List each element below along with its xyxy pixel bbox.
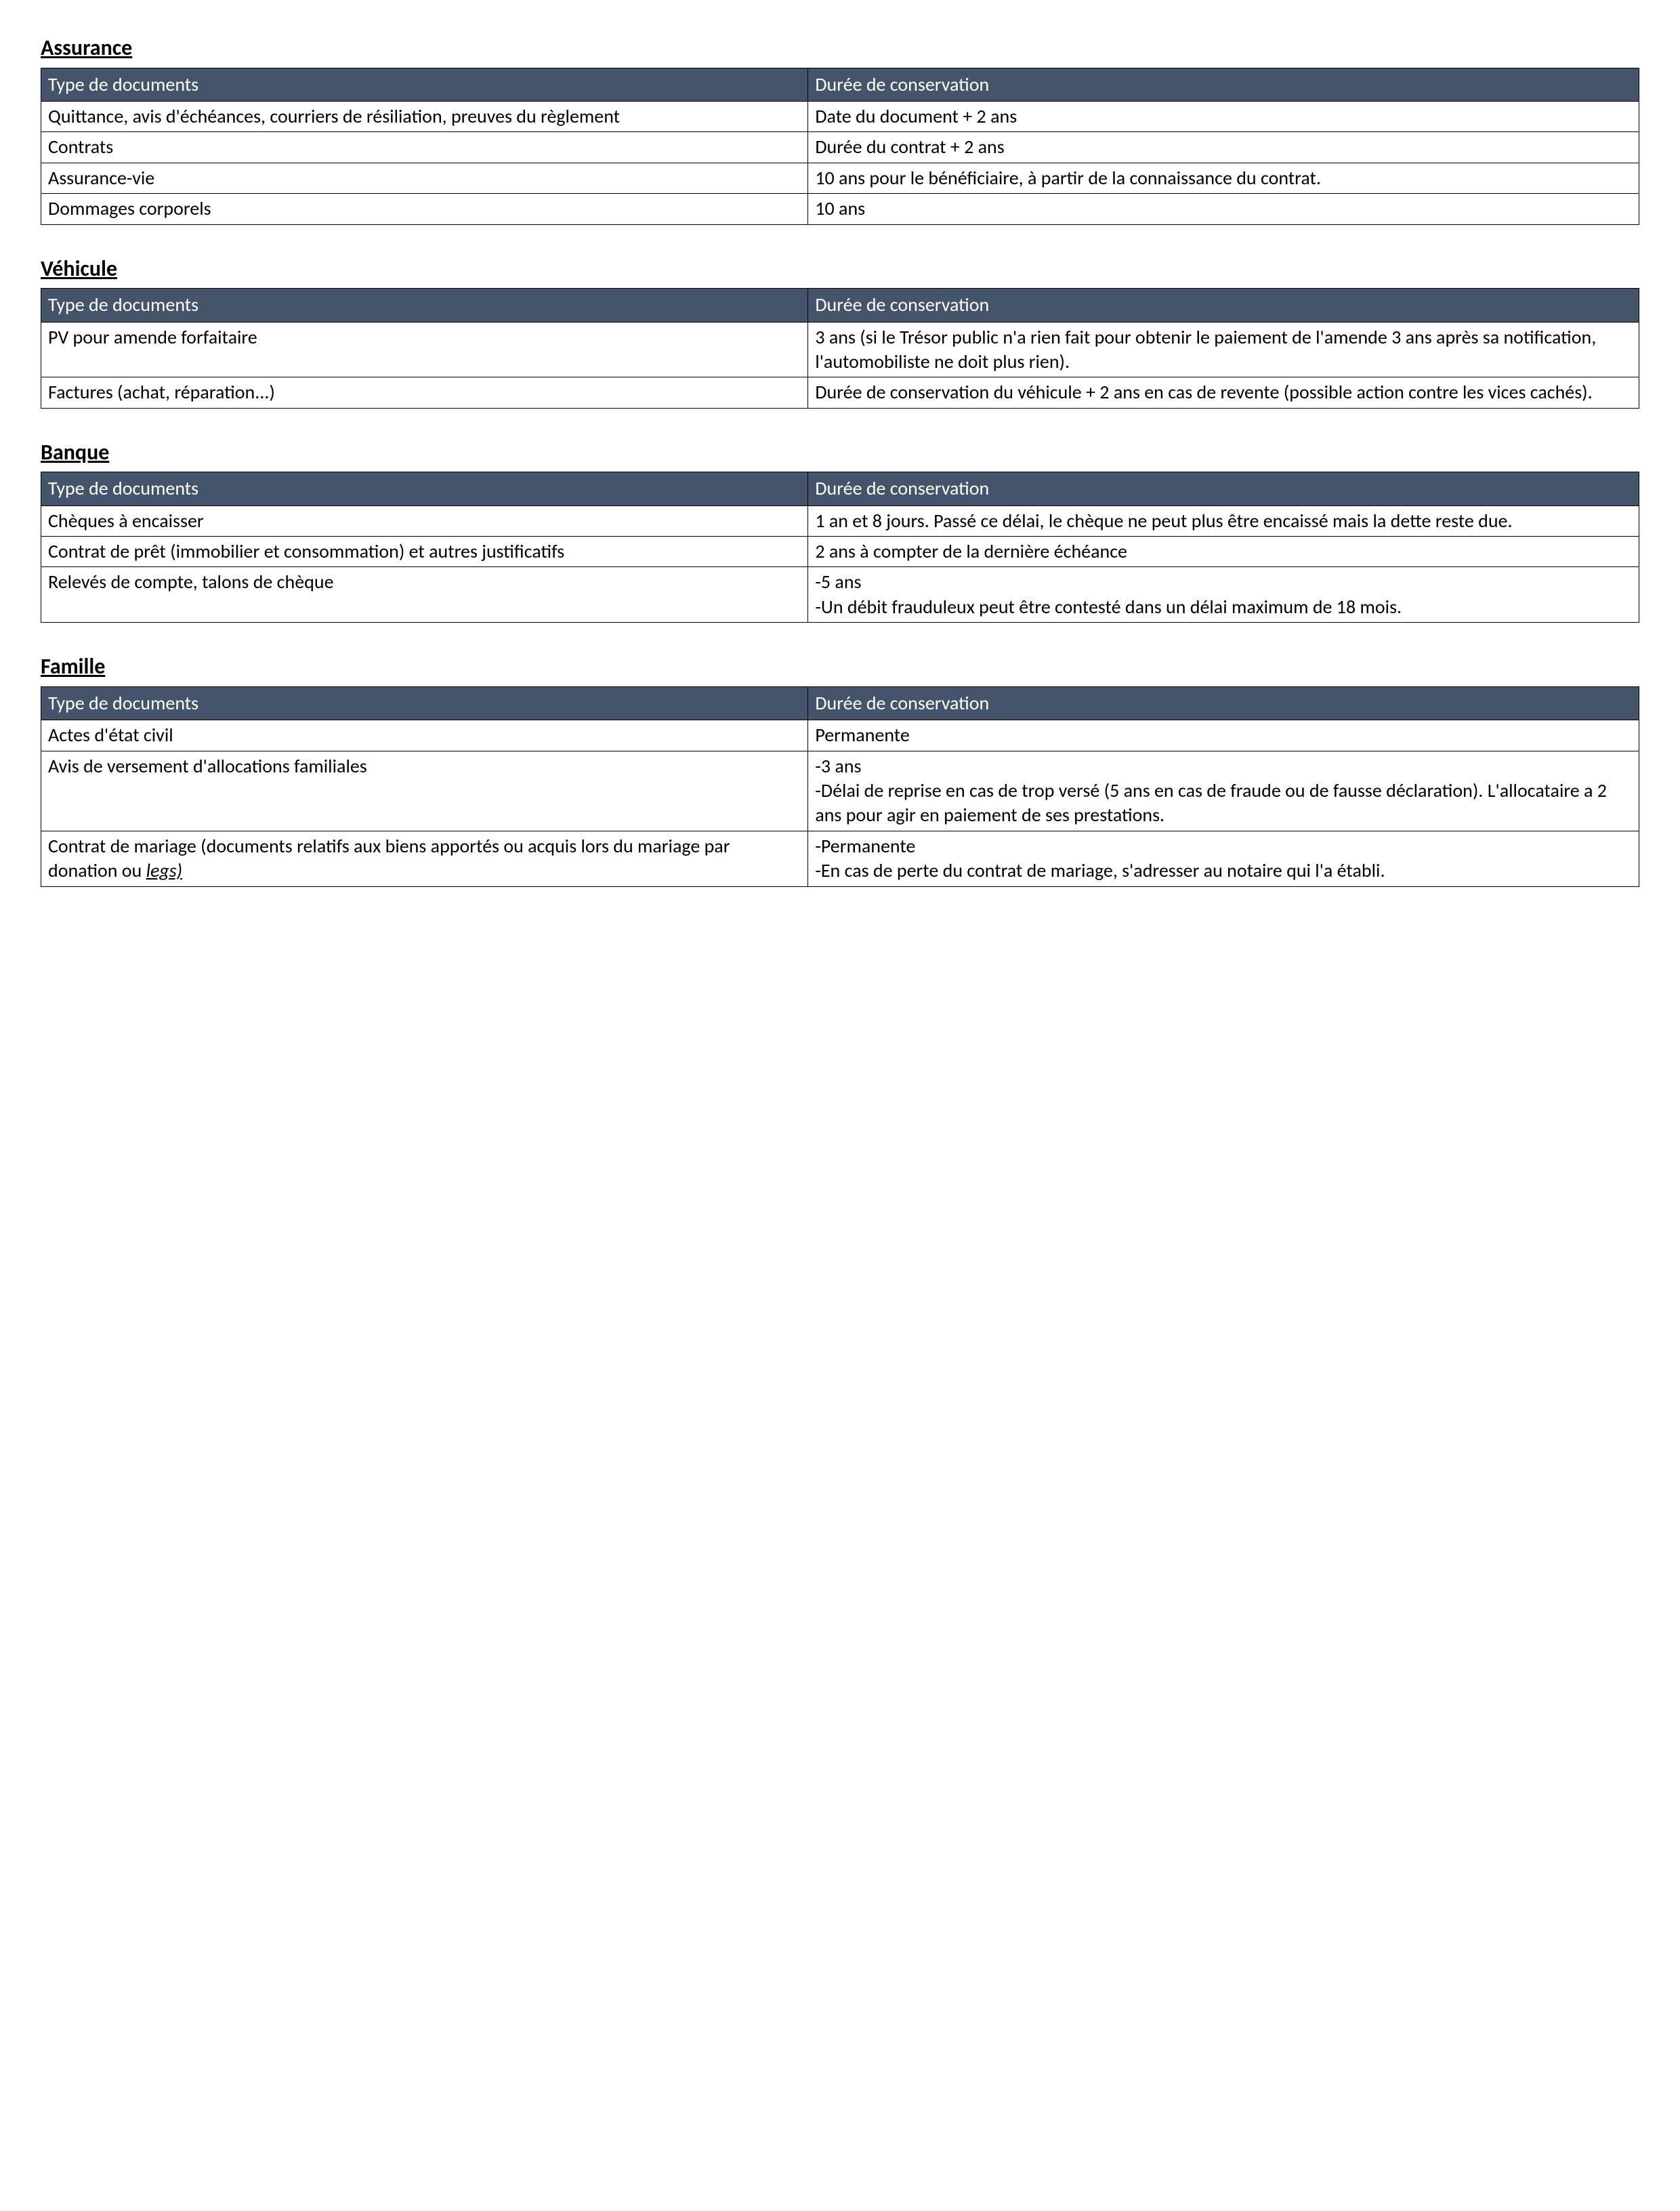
cell-duration: 1 an et 8 jours. Passé ce délai, le chèq… bbox=[808, 505, 1639, 536]
cell-type: Relevés de compte, talons de chèque bbox=[41, 567, 808, 623]
cell-duration: Permanente bbox=[808, 720, 1639, 751]
retention-table: Type de documentsDurée de conservationCh… bbox=[41, 472, 1639, 623]
cell-duration: 3 ans (si le Trésor public n'a rien fait… bbox=[808, 322, 1639, 377]
retention-table: Type de documentsDurée de conservationQu… bbox=[41, 68, 1639, 225]
table-row: PV pour amende forfaitaire3 ans (si le T… bbox=[41, 322, 1639, 377]
table-row: Quittance, avis d'échéances, courriers d… bbox=[41, 101, 1639, 131]
section-title: Assurance bbox=[41, 34, 1639, 62]
section: VéhiculeType de documentsDurée de conser… bbox=[41, 255, 1639, 409]
retention-table: Type de documentsDurée de conservationAc… bbox=[41, 686, 1639, 887]
column-header-type: Type de documents bbox=[41, 472, 808, 505]
cell-type: PV pour amende forfaitaire bbox=[41, 322, 808, 377]
cell-type: Contrats bbox=[41, 132, 808, 163]
column-header-duration: Durée de conservation bbox=[808, 289, 1639, 322]
cell-duration: Durée de conservation du véhicule + 2 an… bbox=[808, 377, 1639, 408]
table-row: ContratsDurée du contrat + 2 ans bbox=[41, 132, 1639, 163]
section-title: Banque bbox=[41, 438, 1639, 467]
cell-duration: 10 ans pour le bénéficiaire, à partir de… bbox=[808, 163, 1639, 193]
section-title: Famille bbox=[41, 653, 1639, 681]
section: Famille Type de documentsDurée de conserv… bbox=[41, 653, 1639, 886]
column-header-type: Type de documents bbox=[41, 68, 808, 101]
cell-type: Factures (achat, réparation...) bbox=[41, 377, 808, 408]
cell-type: Chèques à encaisser bbox=[41, 505, 808, 536]
table-row: Actes d'état civilPermanente bbox=[41, 720, 1639, 751]
column-header-type: Type de documents bbox=[41, 686, 808, 720]
column-header-duration: Durée de conservation bbox=[808, 472, 1639, 505]
document-root: AssuranceType de documentsDurée de conse… bbox=[41, 34, 1639, 887]
section: Banque Type de documentsDurée de conserva… bbox=[41, 438, 1639, 623]
cell-duration: Date du document + 2 ans bbox=[808, 101, 1639, 131]
column-header-type: Type de documents bbox=[41, 289, 808, 322]
column-header-duration: Durée de conservation bbox=[808, 68, 1639, 101]
table-row: Chèques à encaisser1 an et 8 jours. Pass… bbox=[41, 505, 1639, 536]
column-header-duration: Durée de conservation bbox=[808, 686, 1639, 720]
table-row: Contrat de prêt (immobilier et consommat… bbox=[41, 537, 1639, 567]
section: Assurance Type de documentsDurée de conse… bbox=[41, 34, 1639, 225]
cell-duration: -5 ans-Un débit frauduleux peut être con… bbox=[808, 567, 1639, 623]
cell-type: Contrat de mariage (documents relatifs a… bbox=[41, 831, 808, 886]
cell-type: Actes d'état civil bbox=[41, 720, 808, 751]
cell-type: Contrat de prêt (immobilier et consommat… bbox=[41, 537, 808, 567]
cell-type: Avis de versement d'allocations familial… bbox=[41, 751, 808, 831]
cell-duration: -3 ans-Délai de reprise en cas de trop v… bbox=[808, 751, 1639, 831]
cell-duration: Durée du contrat + 2 ans bbox=[808, 132, 1639, 163]
cell-duration: 2 ans à compter de la dernière échéance bbox=[808, 537, 1639, 567]
cell-duration: 10 ans bbox=[808, 194, 1639, 224]
table-row: Relevés de compte, talons de chèque-5 an… bbox=[41, 567, 1639, 623]
table-row: Dommages corporels10 ans bbox=[41, 194, 1639, 224]
table-row: Avis de versement d'allocations familial… bbox=[41, 751, 1639, 831]
retention-table: Type de documentsDurée de conservationPV… bbox=[41, 288, 1639, 409]
table-row: Contrat de mariage (documents relatifs a… bbox=[41, 831, 1639, 886]
cell-type: Quittance, avis d'échéances, courriers d… bbox=[41, 101, 808, 131]
section-title: Véhicule bbox=[41, 255, 1639, 283]
table-row: Assurance-vie10 ans pour le bénéficiaire… bbox=[41, 163, 1639, 193]
cell-type: Assurance-vie bbox=[41, 163, 808, 193]
cell-type: Dommages corporels bbox=[41, 194, 808, 224]
cell-duration: -Permanente-En cas de perte du contrat d… bbox=[808, 831, 1639, 886]
table-row: Factures (achat, réparation...)Durée de … bbox=[41, 377, 1639, 408]
